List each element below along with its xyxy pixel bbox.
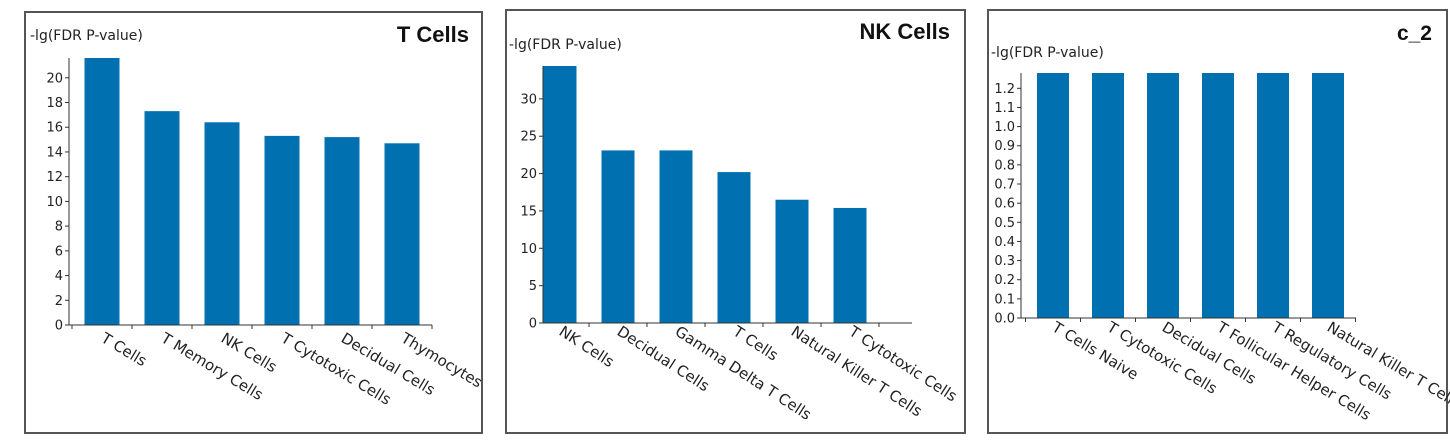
bar: [717, 172, 751, 323]
chart-panel-t-cells: T Cells -lg(FDR P-value) 0 2 4 6 8 10 12 14 16 18 20…: [24, 11, 486, 434]
y-tick-label: 0.0: [994, 312, 1015, 327]
x-tick-label: T Memory Cells: [157, 328, 266, 404]
chart-title: c_2: [1397, 22, 1432, 45]
bar: [144, 111, 180, 326]
x-tick-label: NK Cells: [556, 322, 618, 371]
y-tick-label: 0.2: [994, 273, 1015, 288]
y-tick-label: 15: [520, 204, 537, 219]
bar: [324, 137, 360, 325]
bar: [1092, 73, 1124, 318]
y-tick-label: 0.7: [994, 178, 1015, 193]
y-tick-label: 30: [520, 92, 537, 107]
y-tick-label: 0.6: [994, 197, 1015, 212]
y-tick-label: 20: [520, 167, 537, 182]
chart-title: NK Cells: [860, 19, 950, 44]
y-tick-label: 0: [55, 319, 63, 334]
bar: [264, 135, 300, 325]
y-tick-label: 5: [529, 279, 537, 294]
y-tick-label: 18: [46, 96, 63, 111]
y-axis-label: -lg(FDR P-value): [509, 37, 622, 53]
y-tick-label: 10: [520, 242, 537, 257]
bar: [1312, 73, 1344, 318]
bar: [1147, 73, 1179, 318]
y-tick-label: 10: [46, 195, 63, 210]
bar: [204, 122, 240, 326]
bar: [1037, 73, 1069, 318]
y-tick-label: 25: [520, 130, 537, 145]
bar: [1257, 73, 1289, 318]
chart-svg-t-cells: T Cells -lg(FDR P-value) 0 2 4 6 8 10 12 14 16 18 20…: [30, 22, 486, 409]
bar: [601, 150, 635, 323]
y-axis-label: -lg(FDR P-value): [991, 45, 1104, 61]
x-tick-label: T Cells: [97, 328, 150, 370]
y-tick-label: 1.0: [994, 120, 1015, 135]
y-tick-label: 6: [55, 244, 63, 259]
bar: [1202, 73, 1234, 318]
bar: [659, 150, 693, 323]
y-tick-label: 16: [46, 121, 63, 136]
chart-svg-c2: c_2 -lg(FDR P-value) 0.0 0.1 0.2 0.3 0.4 0.5 0.6…: [991, 22, 1450, 424]
bar: [84, 58, 120, 325]
y-tick-label: 8: [55, 220, 63, 235]
chart-svg-nk-cells: NK Cells -lg(FDR P-value) 0 5 10 15 20 25 30 NK C…: [509, 19, 960, 424]
y-tick-label: 1.1: [994, 101, 1015, 116]
bar: [833, 207, 867, 323]
y-tick-label: 0.3: [994, 254, 1015, 269]
y-tick-label: 4: [55, 269, 63, 284]
y-tick-label: 12: [46, 170, 63, 185]
y-tick-label: 0: [529, 317, 537, 332]
y-tick-label: 1.2: [994, 82, 1015, 97]
y-tick-label: 20: [46, 71, 63, 86]
y-axis-label: -lg(FDR P-value): [30, 28, 143, 44]
x-tick-label: T Cytotoxic Cells: [277, 328, 394, 408]
bar: [775, 199, 809, 323]
y-tick-label: 0.8: [994, 158, 1015, 173]
y-tick-label: 0.4: [994, 235, 1015, 250]
chart-panel-nk-cells: NK Cells -lg(FDR P-value) 0 5 10 15 20 25 30 NK C…: [505, 9, 966, 434]
y-tick-label: 14: [46, 145, 63, 160]
y-tick-label: 0.9: [994, 139, 1015, 154]
bar: [384, 143, 420, 325]
chart-title: T Cells: [397, 22, 469, 47]
bar: [543, 66, 577, 323]
y-tick-label: 0.1: [994, 292, 1015, 307]
chart-panel-c2: c_2 -lg(FDR P-value) 0.0 0.1 0.2 0.3 0.4 0.5 0.6…: [987, 9, 1450, 434]
y-tick-label: 0.5: [994, 216, 1015, 231]
y-tick-label: 2: [55, 294, 63, 309]
